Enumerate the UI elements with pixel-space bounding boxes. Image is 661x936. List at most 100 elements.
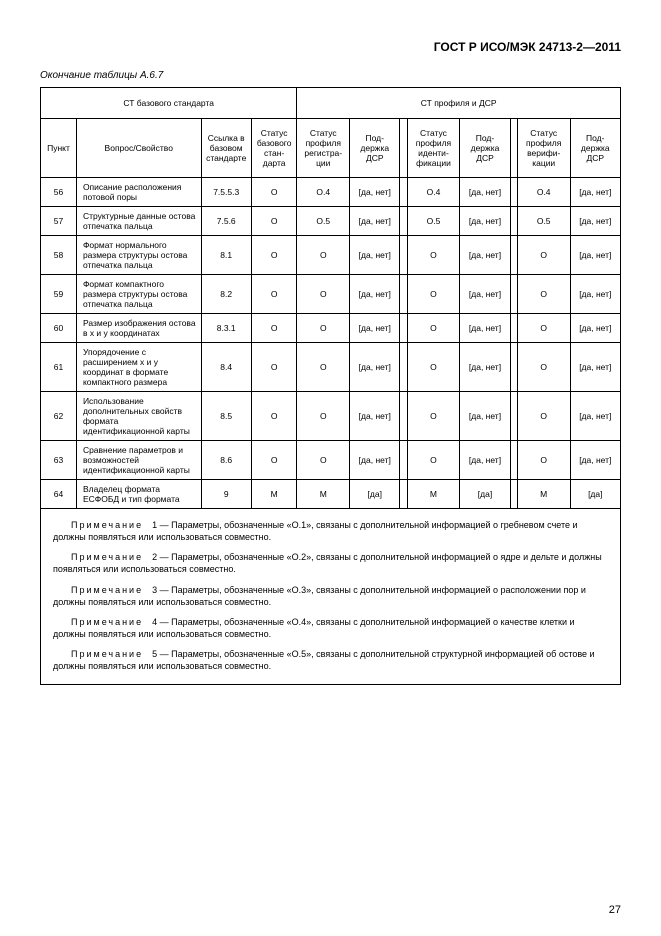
cell-spacer-1 [400,314,407,343]
table-row: 59Формат компактного размера структуры о… [41,275,621,314]
cell-status-base: О [251,178,297,207]
cell-ref: 8.2 [201,275,251,314]
table-row: 57Структурные данные остова отпечатка па… [41,207,621,236]
cell-profile-id: О [407,441,460,480]
cell-profile-id: О [407,236,460,275]
note-label: Примечание [71,552,143,562]
table-row: 58Формат нормального размера структуры о… [41,236,621,275]
cell-spacer-1 [400,480,407,509]
note-label: Примечание [71,585,143,595]
col-head-support-2: Под­держка ДСР [460,119,510,178]
col-head-spacer-2 [510,119,517,178]
note-label: Примечание [71,520,143,530]
cell-support-3: [да, нет] [570,207,620,236]
header-row-groups: СТ базового стандарта СТ профиля и ДСР [41,88,621,119]
cell-point: 61 [41,343,77,392]
cell-support-3: [да, нет] [570,392,620,441]
cell-support-1: [да, нет] [350,343,400,392]
col-head-support-1: Под­держка ДСР [350,119,400,178]
cell-spacer-1 [400,441,407,480]
cell-support-1: [да, нет] [350,207,400,236]
cell-support-1: [да, нет] [350,178,400,207]
cell-spacer-1 [400,275,407,314]
cell-status-base: О [251,236,297,275]
cell-support-1: [да, нет] [350,441,400,480]
cell-question: Описание расположения потовой поры [76,178,201,207]
cell-status-base: О [251,343,297,392]
cell-profile-ver: О.5 [517,207,570,236]
cell-profile-reg: О [297,275,350,314]
cell-profile-reg: О [297,392,350,441]
cell-profile-reg: М [297,480,350,509]
cell-support-2: [да] [460,480,510,509]
cell-profile-ver: М [517,480,570,509]
table-row: 63Сравнение параметров и возможностей ид… [41,441,621,480]
cell-profile-id: О [407,392,460,441]
note-label: Примечание [71,649,143,659]
cell-profile-ver: О [517,343,570,392]
cell-support-1: [да, нет] [350,236,400,275]
cell-ref: 9 [201,480,251,509]
cell-support-3: [да, нет] [570,275,620,314]
cell-question: Упорядочение с расширением x и y координ… [76,343,201,392]
cell-profile-reg: О [297,441,350,480]
cell-point: 64 [41,480,77,509]
page-number: 27 [609,904,621,916]
cell-support-2: [да, нет] [460,343,510,392]
cell-profile-reg: О.4 [297,178,350,207]
cell-status-base: О [251,207,297,236]
cell-profile-id: М [407,480,460,509]
cell-profile-ver: О [517,236,570,275]
cell-support-3: [да, нет] [570,178,620,207]
header-group-base: СТ базового стандарта [41,88,297,119]
cell-spacer-2 [510,236,517,275]
note-label: Примечание [71,617,143,627]
header-row-columns: Пункт Вопрос/Свойство Ссылка в базовом с… [41,119,621,178]
note-paragraph: Примечание 5 — Параметры, обозначенные «… [53,648,608,672]
standards-table: СТ базового стандарта СТ профиля и ДСР П… [40,87,621,685]
note-paragraph: Примечание 1 — Параметры, обозначенные «… [53,519,608,543]
cell-support-1: [да, нет] [350,314,400,343]
col-head-profile-ver: Статус профиля верифи­кации [517,119,570,178]
cell-support-3: [да, нет] [570,441,620,480]
cell-question: Формат нормального размера структуры ост… [76,236,201,275]
cell-profile-ver: О.4 [517,178,570,207]
table-row: 56Описание расположения потовой поры7.5.… [41,178,621,207]
col-head-point: Пункт [41,119,77,178]
cell-support-2: [да, нет] [460,314,510,343]
cell-point: 58 [41,236,77,275]
col-head-spacer-1 [400,119,407,178]
cell-spacer-1 [400,392,407,441]
col-head-status-base: Статус базо­вого стан­дарта [251,119,297,178]
cell-support-3: [да, нет] [570,343,620,392]
cell-support-2: [да, нет] [460,178,510,207]
cell-status-base: О [251,441,297,480]
cell-spacer-2 [510,441,517,480]
cell-profile-reg: О [297,314,350,343]
cell-point: 56 [41,178,77,207]
cell-question: Использование дополнительных свойств фор… [76,392,201,441]
table-caption: Окончание таблицы А.6.7 [40,70,621,81]
cell-support-2: [да, нет] [460,236,510,275]
col-head-ref: Ссылка в базовом стан­дарте [201,119,251,178]
cell-spacer-1 [400,178,407,207]
header-group-profile: СТ профиля и ДСР [297,88,621,119]
cell-ref: 7.5.5.3 [201,178,251,207]
cell-ref: 8.1 [201,236,251,275]
cell-spacer-2 [510,343,517,392]
cell-support-3: [да, нет] [570,236,620,275]
cell-profile-id: О [407,314,460,343]
cell-support-1: [да, нет] [350,392,400,441]
table-body: 56Описание расположения потовой поры7.5.… [41,178,621,509]
cell-ref: 7.5.6 [201,207,251,236]
cell-spacer-2 [510,207,517,236]
cell-spacer-2 [510,178,517,207]
cell-status-base: О [251,275,297,314]
table-row: 62Использование дополнительных свойств ф… [41,392,621,441]
cell-profile-ver: О [517,275,570,314]
cell-point: 63 [41,441,77,480]
cell-point: 60 [41,314,77,343]
cell-support-3: [да] [570,480,620,509]
cell-point: 57 [41,207,77,236]
col-head-profile-id: Статус профиля иденти­фикации [407,119,460,178]
